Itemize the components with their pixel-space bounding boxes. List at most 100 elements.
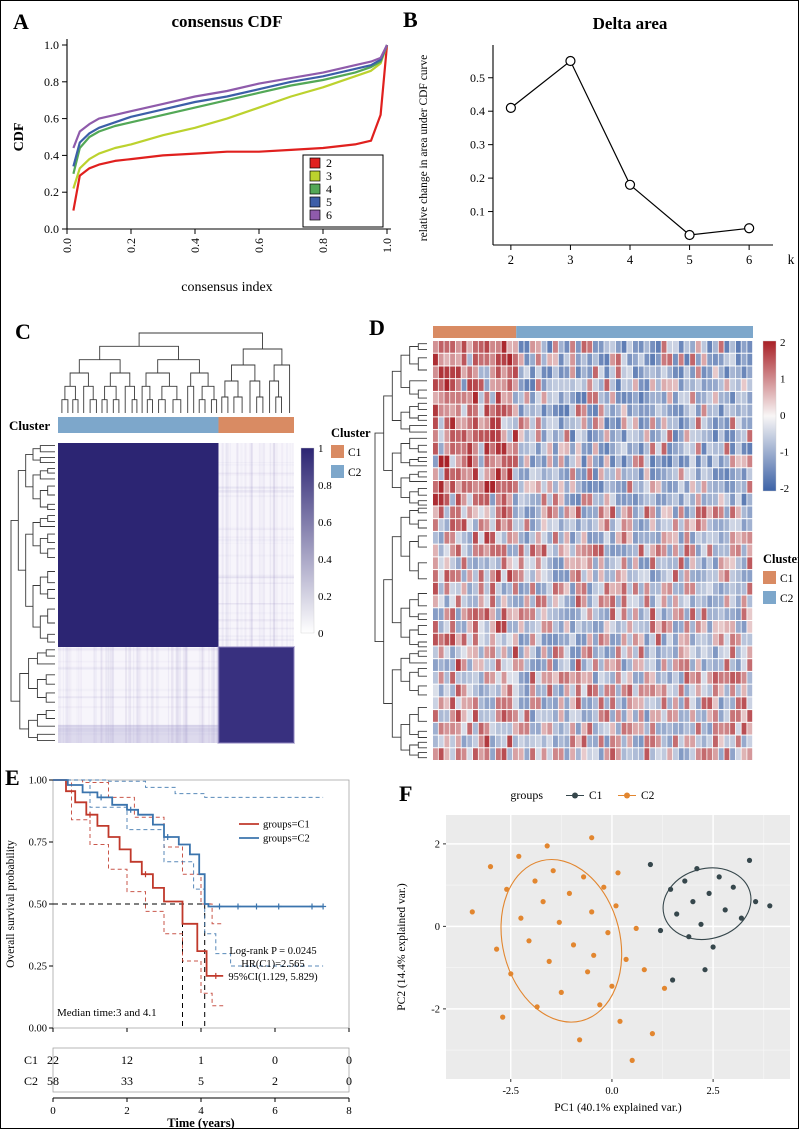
dendrogram-branch: [32, 585, 41, 628]
pca-xtick: 0.0: [605, 1086, 618, 1097]
dendrogram-branch: [409, 425, 427, 433]
time-axis-tick: 8: [346, 1105, 352, 1117]
legend-swatch-k4: [309, 183, 321, 195]
delta-area-line: [510, 60, 750, 236]
dendrogram-branch: [409, 510, 419, 525]
dendrogram-branch: [417, 752, 427, 759]
dendrogram-branch: [89, 399, 97, 413]
risk-value: 12: [121, 1053, 133, 1067]
dendrogram-branch: [201, 385, 215, 400]
panel-label-f: F: [399, 781, 413, 806]
pca-xtick: -2.5: [502, 1086, 519, 1097]
pca-point-C2: [556, 919, 562, 925]
dendrogram-branch: [101, 399, 108, 413]
pca-point-C2: [641, 967, 647, 973]
cluster-ellipse-C2: [500, 858, 623, 1023]
dendrogram-branch: [32, 474, 41, 500]
dendrogram-branch: [112, 399, 120, 413]
dendrogram-branch: [47, 548, 55, 559]
pca-xtick: 2.5: [707, 1086, 720, 1097]
dendrogram-branch: [146, 399, 153, 413]
dendrogram-branch: [417, 402, 427, 410]
dendrogram-branch: [36, 733, 55, 742]
risk-value: 1: [198, 1053, 204, 1067]
panel-a-xtick: 1.0: [380, 238, 394, 253]
dendrogram-branch: [417, 535, 427, 548]
time-axis-label: Time (years): [167, 1116, 234, 1129]
dendrogram-branch: [224, 380, 239, 397]
pca-point-C2: [550, 868, 556, 874]
pca-point-C2: [585, 969, 591, 975]
pca-point-C2: [566, 890, 572, 896]
dendrogram-branch: [275, 396, 282, 413]
pca-point-C2: [649, 1031, 655, 1037]
dendrogram-branch: [417, 343, 427, 350]
cluster-legend-title: Cluster: [763, 552, 799, 566]
pca-point-C2: [617, 1018, 623, 1024]
pca-point-C2: [601, 884, 607, 890]
colorbar-tick: 0: [318, 628, 324, 640]
dendrogram-branch: [417, 500, 427, 506]
dendrogram-branch: [47, 533, 55, 544]
pca-point-C1: [753, 899, 759, 905]
panel-b-xlabel: k: [788, 252, 795, 267]
delta-area-point: [624, 179, 636, 190]
risk-value: 2: [272, 1074, 278, 1088]
km-stats-line: Log-rank P = 0.0245: [229, 946, 316, 957]
km-ytick: 0.25: [29, 962, 47, 973]
dendrogram-branch: [47, 589, 55, 599]
panel-b-ytick: 0.4: [470, 104, 485, 118]
delta-area-point: [565, 55, 576, 67]
dendrogram-branch: [417, 613, 427, 620]
colorbar-tick: 0.6: [318, 517, 332, 529]
panel-a-xtick: 0.4: [188, 238, 202, 253]
dendrogram-branch: [190, 372, 209, 387]
dendrogram-branch: [409, 346, 419, 365]
colorbar-tick: 0.4: [318, 554, 332, 566]
km-legend-label: groups=C1: [263, 820, 310, 831]
panel-b-title: Delta area: [593, 14, 668, 33]
pca-point-C1: [674, 911, 680, 917]
risk-value: 0: [272, 1053, 278, 1067]
km-stats-line: 95%CI(1.129, 5.829): [228, 972, 318, 983]
panel-d-expression-heatmap: 2 1 0 -1 -2 Cluster C1 C2: [361, 313, 798, 775]
panel-b-delta-area: Delta area 0.1 0.2 0.3 0.4 0.5 2 3 4 5 6 k relative …: [401, 5, 798, 313]
risk-value: 0: [346, 1074, 352, 1088]
cluster-swatch-C2: [331, 465, 344, 478]
legend-swatch-k2: [309, 157, 321, 169]
dendrogram-branch: [32, 448, 41, 461]
pca-legend-label-C1: C1: [589, 790, 603, 802]
panel-a-ylabel: CDF: [12, 123, 27, 152]
cdf-curve-k2: [72, 44, 389, 211]
dendrogram-branch: [409, 629, 419, 645]
pca-point-C2: [597, 1002, 603, 1008]
panel-a-ytick: 0.2: [44, 185, 59, 199]
pca-point-C1: [690, 899, 696, 905]
colorbar-tick: -1: [780, 447, 789, 459]
panel-label-b: B: [403, 7, 418, 32]
risk-value: 22: [47, 1053, 59, 1067]
dendrogram-branch: [39, 457, 55, 464]
risk-table-box: [52, 1047, 350, 1093]
dendrogram-branch: [39, 490, 48, 508]
dendrogram-branch: [409, 744, 419, 756]
cluster-swatch-C2: [763, 591, 776, 604]
pca-point-C2: [605, 930, 611, 936]
pca-point-C2: [534, 1004, 540, 1010]
dendrogram-branch: [45, 649, 55, 657]
pca-point-C1: [722, 907, 728, 913]
pca-point-C2: [540, 899, 546, 905]
panel-label-a: A: [13, 9, 29, 34]
dendrogram-branch: [391, 536, 401, 624]
left-dendrogram-root: [10, 519, 20, 702]
risk-value: 0: [346, 1053, 352, 1067]
pca-point-C2: [516, 853, 522, 859]
pca-legend-label-C2: C2: [641, 790, 655, 802]
pca-point-C2: [532, 878, 538, 884]
dendrogram-branch: [109, 372, 131, 387]
dendrogram-branch: [221, 396, 229, 413]
panel-a-xtick: 0.0: [60, 238, 74, 253]
panel-b-ytick: 0.3: [470, 138, 485, 152]
pca-point-C1: [716, 874, 722, 880]
dendrogram-branch: [25, 453, 33, 488]
